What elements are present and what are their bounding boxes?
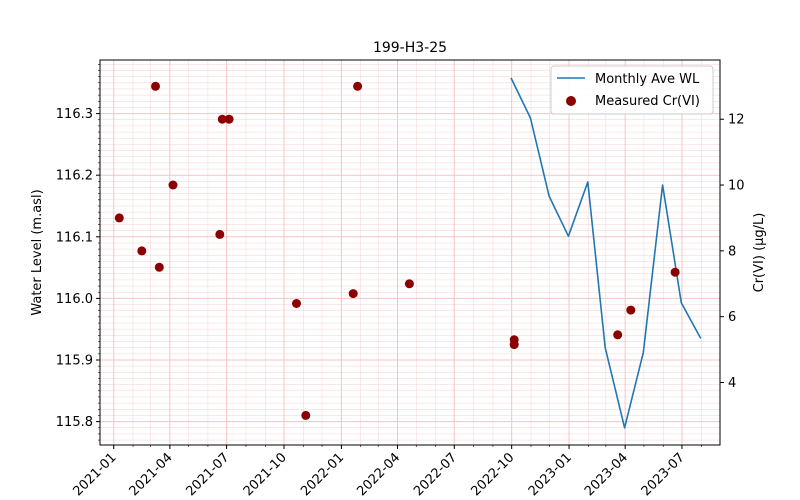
cr-data-point [168, 180, 178, 190]
legend-label-cr: Measured Cr(VI) [595, 94, 700, 109]
cr-data-point [626, 305, 636, 315]
cr-data-point [137, 246, 147, 256]
y2-tick-label: 10 [728, 179, 745, 194]
cr-data-point [217, 114, 227, 124]
cr-data-point [224, 114, 234, 124]
y2-axis-label: Cr(VI) (µg/L) [752, 213, 767, 293]
y-tick-label: 115.9 [56, 353, 93, 368]
cr-data-point [353, 81, 363, 91]
cr-data-point [154, 262, 164, 272]
y2-tick-label: 12 [728, 113, 745, 128]
right-axis: 4 6 8 10 12 [720, 113, 745, 391]
cr-data-point [509, 340, 519, 350]
legend-marker-swatch [566, 96, 576, 106]
scatter-layer [114, 81, 680, 420]
series-line-monthly-ave-wl [510, 77, 702, 429]
y-axis-label: Water Level (m.asl) [30, 189, 45, 315]
cr-data-point [613, 330, 623, 340]
legend: Monthly Ave WL Measured Cr(VI) [550, 65, 714, 115]
cr-data-point [215, 229, 225, 239]
left-axis: 115.8 115.9 116.0 116.1 116.2 116.3 [56, 64, 100, 441]
legend-label-wl: Monthly Ave WL [595, 72, 700, 87]
cr-data-point [114, 213, 124, 223]
y2-tick-label: 6 [728, 310, 736, 325]
cr-data-point [301, 410, 311, 420]
y-tick-label: 116.1 [56, 230, 93, 245]
y-tick-label: 115.8 [56, 415, 93, 430]
y-tick-label: 116.2 [56, 169, 93, 184]
cr-data-point [348, 289, 358, 299]
line-layer [510, 77, 702, 429]
chart-title: 199-H3-25 [373, 40, 447, 56]
cr-data-point [151, 81, 160, 91]
y2-tick-label: 8 [728, 244, 736, 259]
cr-data-point [404, 279, 414, 289]
cr-data-point [670, 267, 680, 277]
cr-data-point [292, 299, 301, 308]
legend-box [550, 65, 714, 115]
plot-frame [99, 59, 721, 446]
y-tick-label: 116.3 [56, 107, 93, 122]
y-tick-label: 116.0 [56, 292, 93, 307]
y2-tick-label: 4 [728, 376, 736, 391]
